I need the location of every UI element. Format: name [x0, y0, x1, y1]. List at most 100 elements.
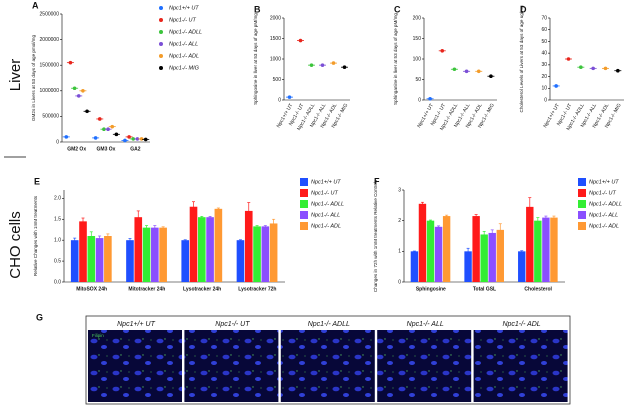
bar [410, 251, 419, 282]
y-tick-label: 2500000 [40, 11, 60, 17]
legend-swatch [300, 189, 308, 197]
y-axis-label: Cholesterol Levels of Livers at 53 days … [519, 5, 524, 112]
dot [123, 138, 127, 143]
legend-marker [159, 54, 163, 58]
panel-letter: E [34, 176, 40, 186]
y-tick-label: 70 [541, 15, 547, 21]
dot [68, 60, 73, 65]
dot [85, 109, 89, 114]
bar [197, 217, 206, 282]
legend-swatch [300, 178, 308, 186]
y-tick-label: 60 [541, 27, 547, 33]
legend-label: Npc1+/+ UT [311, 179, 341, 185]
x-tick-label: GM2 Ox [67, 146, 86, 152]
bar [126, 240, 134, 282]
legend-swatch [578, 189, 586, 197]
x-tick-label: Sphingosine [416, 286, 446, 292]
legend-label: Npc1-/- MIG [169, 65, 200, 71]
x-tick-label: Lysotracker 24h [183, 286, 221, 292]
bar [488, 232, 496, 282]
legend-swatch [300, 200, 308, 208]
y-tick-label: 1500 [270, 36, 281, 42]
bar [472, 216, 480, 282]
image-label: Npc1-/- ALL [407, 321, 444, 328]
legend-label: Npc1-/- ADLL [589, 201, 622, 207]
micrograph [280, 330, 375, 402]
y-tick-label: 1000000 [40, 88, 60, 94]
image-label: Npc1-/- ADLL [308, 321, 350, 328]
bar [534, 220, 542, 282]
dot [72, 86, 77, 91]
dot [81, 89, 85, 93]
dot [554, 84, 558, 88]
y-tick-label: 10 [541, 86, 547, 92]
x-tick-label: MitoSOX 24h [76, 286, 107, 292]
dot [566, 57, 571, 61]
legend-label: Npc1-/- ADLL [169, 29, 202, 35]
dot [106, 127, 110, 131]
dot [603, 66, 608, 71]
dot [97, 117, 102, 121]
dot [298, 38, 303, 43]
y-tick-label: 1.5 [54, 217, 61, 223]
dot [131, 137, 136, 141]
bar [70, 240, 79, 282]
legend-label: Npc1+/+ UT [169, 5, 199, 11]
legend-label: Npc1-/- UT [589, 190, 617, 196]
y-axis-label: Changes in 72h with 1mM treatments Relat… [373, 179, 378, 292]
y-tick-label: 1000 [270, 56, 281, 62]
micrograph [88, 330, 182, 402]
bar [142, 227, 151, 282]
dot [591, 66, 595, 71]
y-tick-label: 2000 [270, 15, 281, 21]
bar [134, 217, 143, 282]
y-tick-label: 1.0 [54, 238, 61, 244]
y-tick-label: 0.0 [54, 279, 61, 285]
x-tick-label: GM3 Ox [97, 146, 116, 152]
bar [189, 206, 198, 282]
dot [342, 65, 347, 69]
bar [214, 208, 223, 282]
section-label: Liver [7, 59, 24, 92]
dot [114, 132, 119, 137]
legend-label: Npc1-/- ADL [311, 223, 341, 229]
panel-letter: C [394, 4, 401, 14]
bar [496, 229, 504, 282]
y-tick-label: 2 [398, 218, 401, 224]
bar [79, 221, 87, 282]
stain-label: Filipin [92, 333, 104, 338]
legend-marker [159, 6, 163, 10]
bar [526, 206, 534, 282]
bar [434, 226, 443, 282]
y-tick-label: 0 [418, 97, 421, 103]
bar [261, 226, 270, 282]
bar [253, 226, 261, 282]
y-tick-label: 0 [544, 97, 547, 103]
y-tick-label: 1500000 [40, 63, 60, 69]
micrograph [184, 330, 279, 402]
legend-label: Npc1-/- ADLL [311, 201, 344, 207]
legend-label: Npc1-/- ADL [169, 53, 199, 59]
bar [244, 210, 253, 282]
y-tick-label: 0 [278, 97, 281, 103]
dot [102, 127, 106, 131]
legend-swatch [300, 211, 308, 219]
y-tick-label: 1 [398, 249, 401, 255]
micrograph [473, 330, 568, 402]
y-tick-label: 2.0 [54, 196, 61, 202]
bar [542, 217, 550, 282]
dot [64, 135, 69, 139]
dot [93, 136, 98, 140]
panel-letter: A [32, 0, 39, 10]
y-tick-label: 30 [541, 62, 547, 68]
dot [143, 137, 148, 142]
dot [452, 67, 457, 72]
y-tick-label: 50 [415, 77, 421, 83]
y-axis-label: Sphinganine in liver at 53 days of age p… [393, 13, 398, 105]
dot [76, 94, 81, 98]
legend-label: Npc1-/- ALL [589, 212, 618, 218]
image-label: Npc1+/+ UT [117, 321, 155, 328]
dot [110, 124, 115, 129]
y-tick-label: 40 [541, 50, 547, 56]
